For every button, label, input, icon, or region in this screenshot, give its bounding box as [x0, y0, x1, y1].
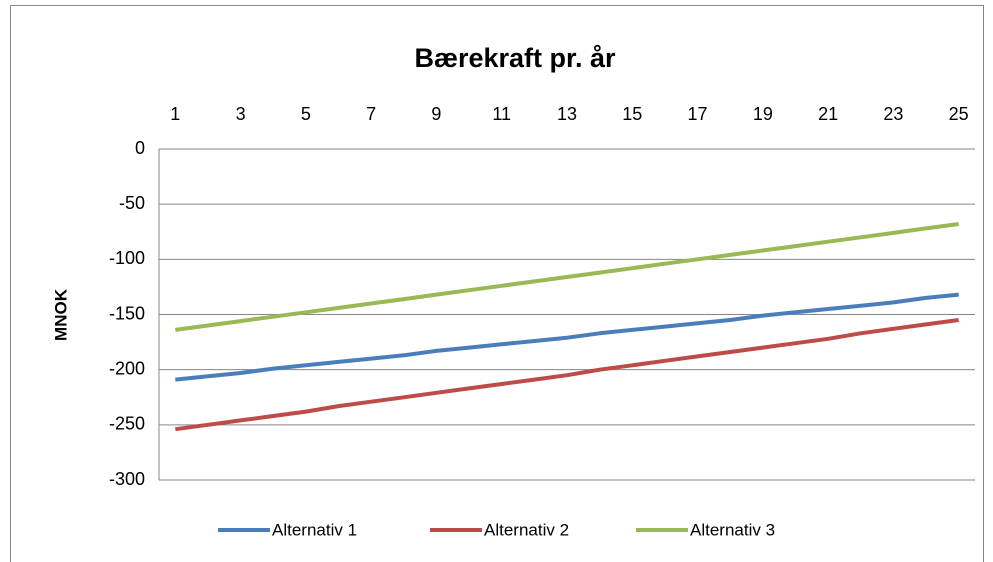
x-tick-label: 5 [301, 104, 311, 124]
x-tick-label: 15 [622, 104, 642, 124]
x-tick-label: 7 [366, 104, 376, 124]
chart-frame [10, 5, 984, 562]
y-tick-label: -250 [109, 414, 145, 434]
x-tick-label: 25 [949, 104, 969, 124]
y-tick-label: -50 [119, 193, 145, 213]
x-tick-label: 17 [688, 104, 708, 124]
x-tick-label: 13 [557, 104, 577, 124]
data-line [175, 292, 959, 382]
y-tick-label: 0 [135, 138, 145, 158]
y-axis-label: MNOK [51, 288, 70, 341]
x-tick-label: 11 [492, 104, 511, 124]
x-tick-label: 19 [753, 104, 773, 124]
legend-label: Alternativ 1 [272, 520, 357, 539]
legend-label: Alternativ 2 [484, 520, 569, 539]
x-tick-label: 23 [883, 104, 903, 124]
y-tick-label: -200 [109, 358, 145, 378]
y-tick-label: -300 [109, 469, 145, 489]
x-tick-label: 21 [818, 104, 838, 124]
x-tick-label: 9 [431, 104, 441, 124]
x-tick-label: 1 [170, 104, 180, 124]
y-tick-label: -100 [109, 248, 145, 268]
x-tick-label: 3 [236, 104, 246, 124]
y-tick-label: -150 [109, 303, 145, 323]
legend-label: Alternativ 3 [690, 520, 775, 539]
data-line [175, 318, 959, 432]
chart-title: Bærekraft pr. år [414, 43, 616, 73]
data-line [175, 222, 959, 332]
